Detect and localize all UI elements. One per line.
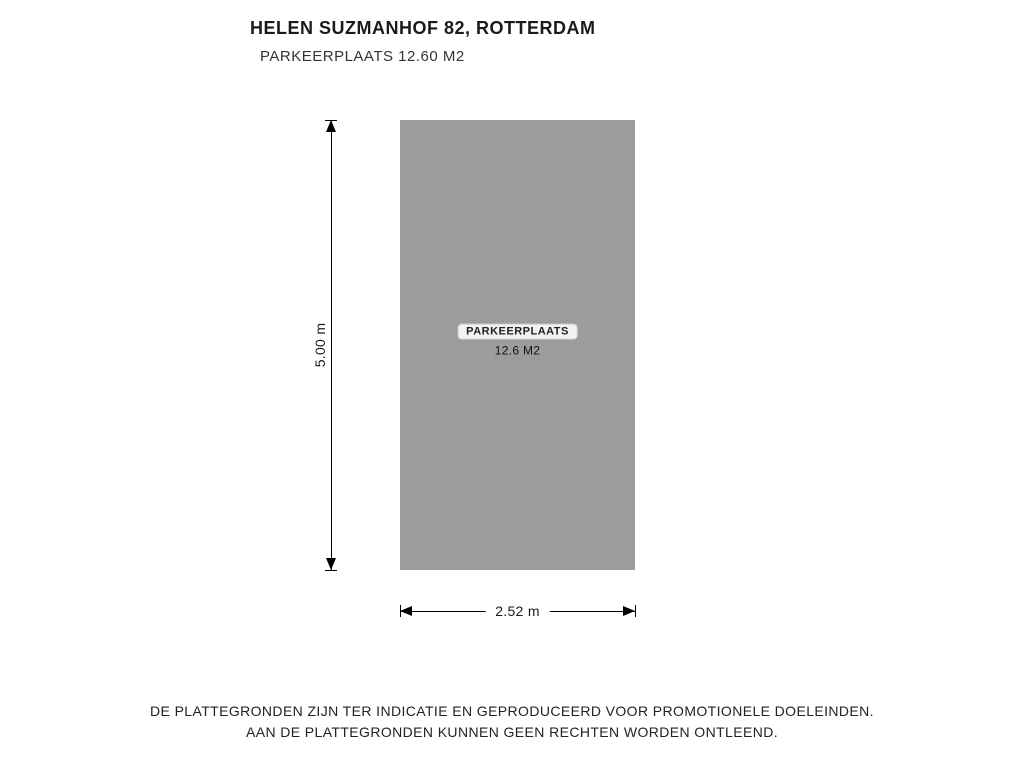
dim-line	[331, 120, 332, 570]
room-badge-label: PARKEERPLAATS	[457, 324, 578, 340]
arrow-down-icon	[326, 558, 336, 570]
vertical-dimension: 5.00 m	[330, 120, 331, 570]
disclaimer-line: AAN DE PLATTEGRONDEN KUNNEN GEEN RECHTEN…	[0, 722, 1024, 742]
page-subtitle: PARKEERPLAATS 12.60 M2	[260, 48, 465, 65]
horizontal-dimension-label: 2.52 m	[485, 603, 550, 619]
floorplan-diagram: PARKEERPLAATS 12.6 M2 5.00 m 2.52 m	[300, 110, 724, 620]
parking-rectangle: PARKEERPLAATS 12.6 M2	[400, 120, 635, 570]
room-badge-area: 12.6 M2	[457, 344, 578, 358]
horizontal-dimension: 2.52 m	[400, 610, 635, 611]
page-title: HELEN SUZMANHOF 82, ROTTERDAM	[250, 18, 596, 39]
dim-tick	[635, 605, 636, 617]
dim-tick	[325, 570, 337, 571]
arrow-right-icon	[623, 606, 635, 616]
room-badge: PARKEERPLAATS 12.6 M2	[457, 322, 578, 358]
vertical-dimension-label: 5.00 m	[312, 323, 328, 368]
floorplan-page: HELEN SUZMANHOF 82, ROTTERDAM PARKEERPLA…	[0, 0, 1024, 768]
disclaimer: DE PLATTEGRONDEN ZIJN TER INDICATIE EN G…	[0, 701, 1024, 742]
disclaimer-line: DE PLATTEGRONDEN ZIJN TER INDICATIE EN G…	[0, 701, 1024, 721]
